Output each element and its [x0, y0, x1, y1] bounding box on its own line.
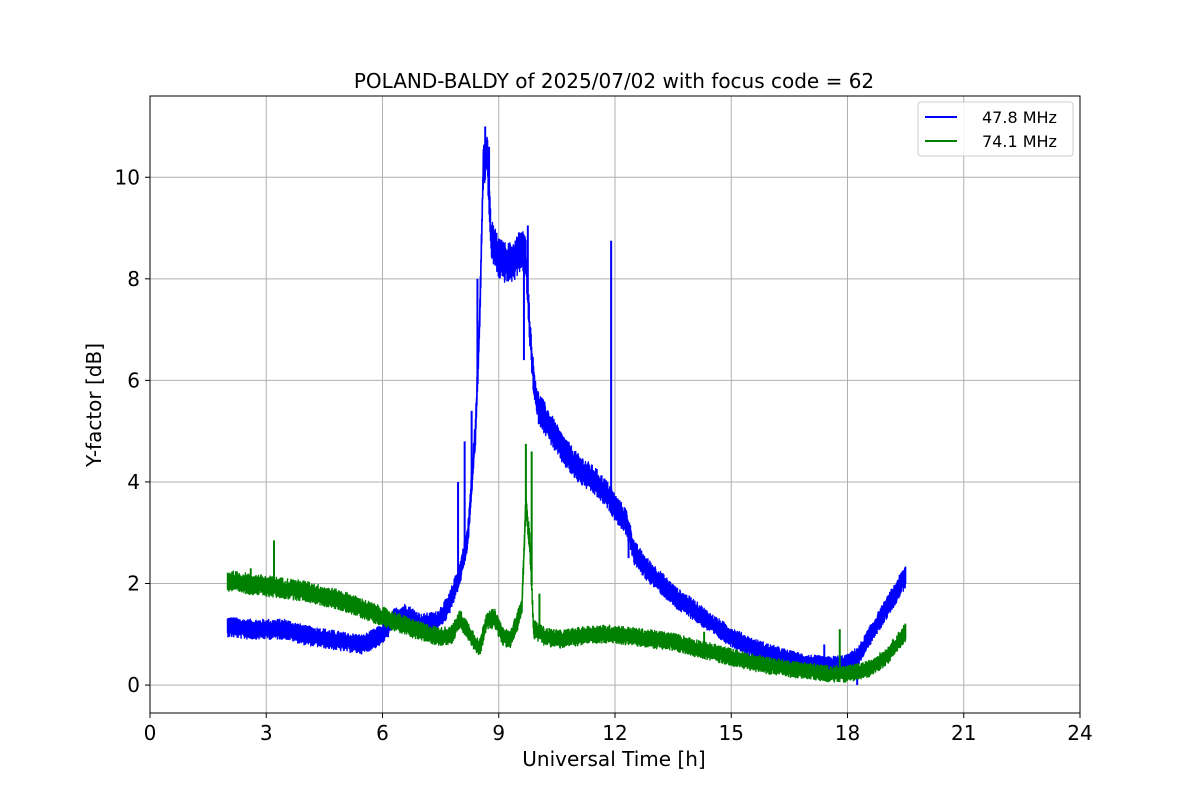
x-tick-label: 0 — [144, 721, 157, 745]
legend-box — [917, 101, 1074, 157]
x-tick-label: 9 — [492, 721, 505, 745]
x-tick-label: 12 — [602, 721, 627, 745]
y-tick-label: 6 — [127, 368, 140, 392]
legend: 47.8 MHz 74.1 MHz — [917, 101, 1074, 157]
y-tick-label: 4 — [127, 470, 140, 494]
x-tick-label: 15 — [719, 721, 744, 745]
series-74-1-mhz — [226, 443, 907, 683]
x-tick-label: 6 — [376, 721, 389, 745]
y-axis-label: Y-factor [dB] — [82, 343, 106, 468]
y-tick-label: 0 — [127, 673, 140, 697]
legend-label-47-8: 47.8 MHz — [982, 108, 1057, 127]
x-tick-label: 18 — [835, 721, 860, 745]
series-layer — [226, 126, 907, 686]
series-47-8-mhz — [226, 126, 907, 686]
y-tick-label: 10 — [115, 165, 140, 189]
legend-label-74-1: 74.1 MHz — [982, 132, 1057, 151]
series-line — [226, 489, 907, 683]
chart-title: POLAND-BALDY of 2025/07/02 with focus co… — [354, 69, 874, 93]
series-line — [226, 136, 907, 675]
y-tick-label: 2 — [127, 572, 140, 596]
x-tick-label: 21 — [951, 721, 976, 745]
x-tick-label: 3 — [260, 721, 273, 745]
x-tick-label: 24 — [1067, 721, 1092, 745]
x-axis-label: Universal Time [h] — [522, 747, 705, 771]
y-tick-label: 8 — [127, 267, 140, 291]
